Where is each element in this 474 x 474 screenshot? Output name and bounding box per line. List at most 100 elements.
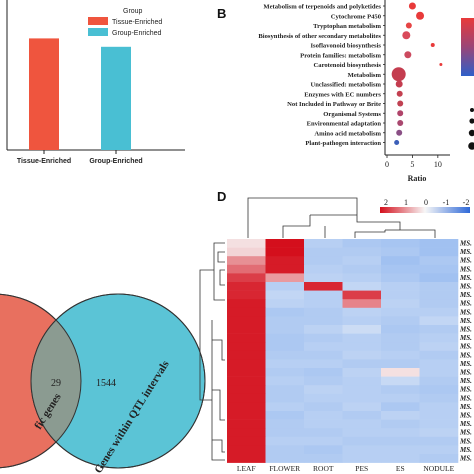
color-scale-tick: 2: [384, 198, 388, 207]
heatmap-cell: [227, 411, 266, 420]
heatmap-cell: [265, 342, 305, 352]
heatmap-cell: [342, 282, 382, 291]
dendro-branch: [212, 439, 225, 453]
heatmap-cell: [227, 316, 266, 326]
heatmap-cell: [381, 385, 420, 395]
heatmap-cell: [227, 239, 266, 248]
heatmap-cell: [265, 273, 305, 283]
heatmap-cell: [304, 419, 343, 429]
pathway-dot: [397, 110, 404, 117]
heatmap-cell: [227, 419, 266, 429]
heatmap-cell: [381, 325, 420, 334]
row-dendrogram: [199, 242, 225, 461]
heatmap-cell: [419, 264, 459, 274]
heatmap-cell: [304, 402, 343, 412]
heatmap-cell: [265, 307, 305, 317]
heatmap-cell: [304, 445, 343, 455]
pathway-label: Tryptophan metabolism: [313, 23, 381, 30]
heatmap-cell: [265, 385, 305, 395]
heatmap-cell: [227, 350, 266, 360]
heatmap-cell: [265, 247, 305, 257]
heatmap-cell: [227, 264, 266, 274]
heatmap-cell: [227, 376, 266, 386]
pathway-label: Enzymes with EC numbers: [304, 91, 381, 98]
row-label: MS.: [459, 394, 472, 402]
heatmap-cell: [227, 368, 266, 377]
heatmap-cell: [342, 333, 382, 343]
dendro-branch: [211, 320, 225, 461]
pathway-label: Environmental adaptation: [307, 121, 382, 128]
heatmap-cell: [227, 273, 266, 283]
heatmap-cell: [227, 299, 266, 309]
panel-b-size-legend-dot: [469, 118, 474, 124]
heatmap-cell: [381, 256, 420, 266]
venn-right-outline: [30, 293, 206, 469]
heatmap-cell: [342, 411, 382, 420]
heatmap-cell: [304, 411, 343, 420]
row-label: MS.: [459, 403, 472, 411]
x-tick-label-group: Group-Enriched: [89, 158, 142, 165]
panel-d-letter: D: [217, 189, 226, 204]
legend-label-group: Group-Enriched: [112, 30, 162, 37]
heatmap-cell: [342, 316, 382, 326]
heatmap-cell: [419, 436, 459, 446]
column-label: FLOWER: [269, 464, 300, 473]
panel-b-size-legend-dot: [468, 129, 474, 137]
pathway-label: Not Included in Pathway or Brite: [287, 101, 381, 108]
row-label: MS.: [459, 455, 472, 463]
pathway-dot: [395, 80, 403, 88]
heatmap-cell: [342, 436, 382, 446]
panel-b: B Metabolism of terpenoids and polyketid…: [217, 0, 474, 183]
heatmap-cell: [265, 256, 305, 266]
heatmap-cell: [227, 436, 266, 446]
heatmap-cell: [227, 247, 266, 257]
heatmap-cell: [265, 350, 305, 360]
dendro-branch: [282, 215, 311, 238]
panel-b-letter: B: [217, 6, 226, 21]
heatmap-cell: [265, 445, 305, 455]
heatmap-cell: [304, 299, 343, 309]
heatmap-cell: [342, 385, 382, 395]
row-label: MS.: [459, 420, 472, 428]
dendro-branch: [199, 269, 214, 401]
panel-b-xlabel: Ratio: [408, 174, 427, 183]
legend-title: Group: [123, 8, 143, 15]
pathway-dot: [397, 100, 404, 107]
pathway-label: Carotenoid biosynthesis: [314, 62, 382, 69]
row-label: MS.: [459, 412, 472, 420]
heatmap-cell: [381, 359, 420, 369]
heatmap-cell: [381, 299, 420, 309]
heatmap-cell: [227, 445, 266, 455]
pathway-label: Unclassified: metabolism: [310, 82, 381, 89]
pathway-label: Biosynthesis of other secondary metaboli…: [258, 33, 381, 40]
color-scale-tick: -1: [443, 198, 450, 207]
heatmap-cell: [265, 299, 305, 309]
pathway-label: Metabolism: [348, 72, 382, 79]
heatmap-color-scale: [380, 207, 470, 213]
color-scale-tick: -2: [463, 198, 470, 207]
row-label: MS.: [459, 429, 472, 437]
row-label: MS.: [459, 369, 472, 377]
legend-swatch-group: [88, 28, 108, 36]
heatmap-cell: [381, 454, 420, 463]
heatmap-cell: [227, 454, 266, 463]
heatmap-cell: [381, 368, 420, 377]
pathway-label: Amino acid metabolism: [314, 130, 381, 137]
column-label: ROOT: [313, 464, 334, 473]
row-label: MS.: [459, 308, 472, 316]
pathway-label: Plant-pathogen interaction: [305, 140, 381, 147]
pathway-label: Metabolism of terpenoids and polyketides: [263, 4, 381, 11]
heatmap-cell: [227, 342, 266, 352]
heatmap-cell: [342, 428, 382, 438]
dendro-branch: [354, 230, 386, 238]
heatmap-cell: [304, 385, 343, 395]
panel-b-size-legend-dot: [468, 142, 474, 150]
heatmap-cell: [265, 454, 305, 463]
heatmap-cell: [265, 239, 305, 248]
heatmap-cell: [304, 454, 343, 463]
heatmap-cell: [265, 333, 305, 343]
venn-left-outline: [0, 293, 82, 469]
heatmap-cell: [381, 239, 420, 248]
column-label: PES: [355, 464, 368, 473]
column-label: NODULE: [423, 464, 454, 473]
